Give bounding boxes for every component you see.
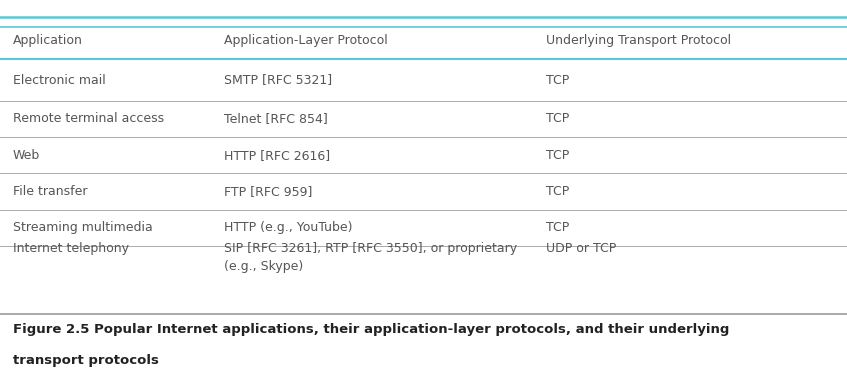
Text: SIP [RFC 3261], RTP [RFC 3550], or proprietary
(e.g., Skype): SIP [RFC 3261], RTP [RFC 3550], or propr… [224,242,518,273]
Text: TCP: TCP [546,221,569,234]
Text: Streaming multimedia: Streaming multimedia [13,221,152,234]
Text: Internet telephony: Internet telephony [13,242,129,255]
Text: Figure 2.5 Popular Internet applications, their application-layer protocols, and: Figure 2.5 Popular Internet applications… [13,323,729,336]
Text: TCP: TCP [546,149,569,162]
Text: TCP: TCP [546,112,569,125]
Text: Telnet [RFC 854]: Telnet [RFC 854] [224,112,328,125]
Text: SMTP [RFC 5321]: SMTP [RFC 5321] [224,74,333,86]
Text: TCP: TCP [546,74,569,86]
Text: FTP [RFC 959]: FTP [RFC 959] [224,185,313,198]
Text: Remote terminal access: Remote terminal access [13,112,163,125]
Text: TCP: TCP [546,185,569,198]
Text: transport protocols: transport protocols [13,354,158,367]
Text: Application: Application [13,34,82,46]
Text: UDP or TCP: UDP or TCP [546,242,617,255]
Text: Underlying Transport Protocol: Underlying Transport Protocol [546,34,732,46]
Text: Web: Web [13,149,40,162]
Text: HTTP [RFC 2616]: HTTP [RFC 2616] [224,149,330,162]
Text: Electronic mail: Electronic mail [13,74,106,86]
Text: HTTP (e.g., YouTube): HTTP (e.g., YouTube) [224,221,353,234]
Text: File transfer: File transfer [13,185,87,198]
Text: Application-Layer Protocol: Application-Layer Protocol [224,34,388,46]
